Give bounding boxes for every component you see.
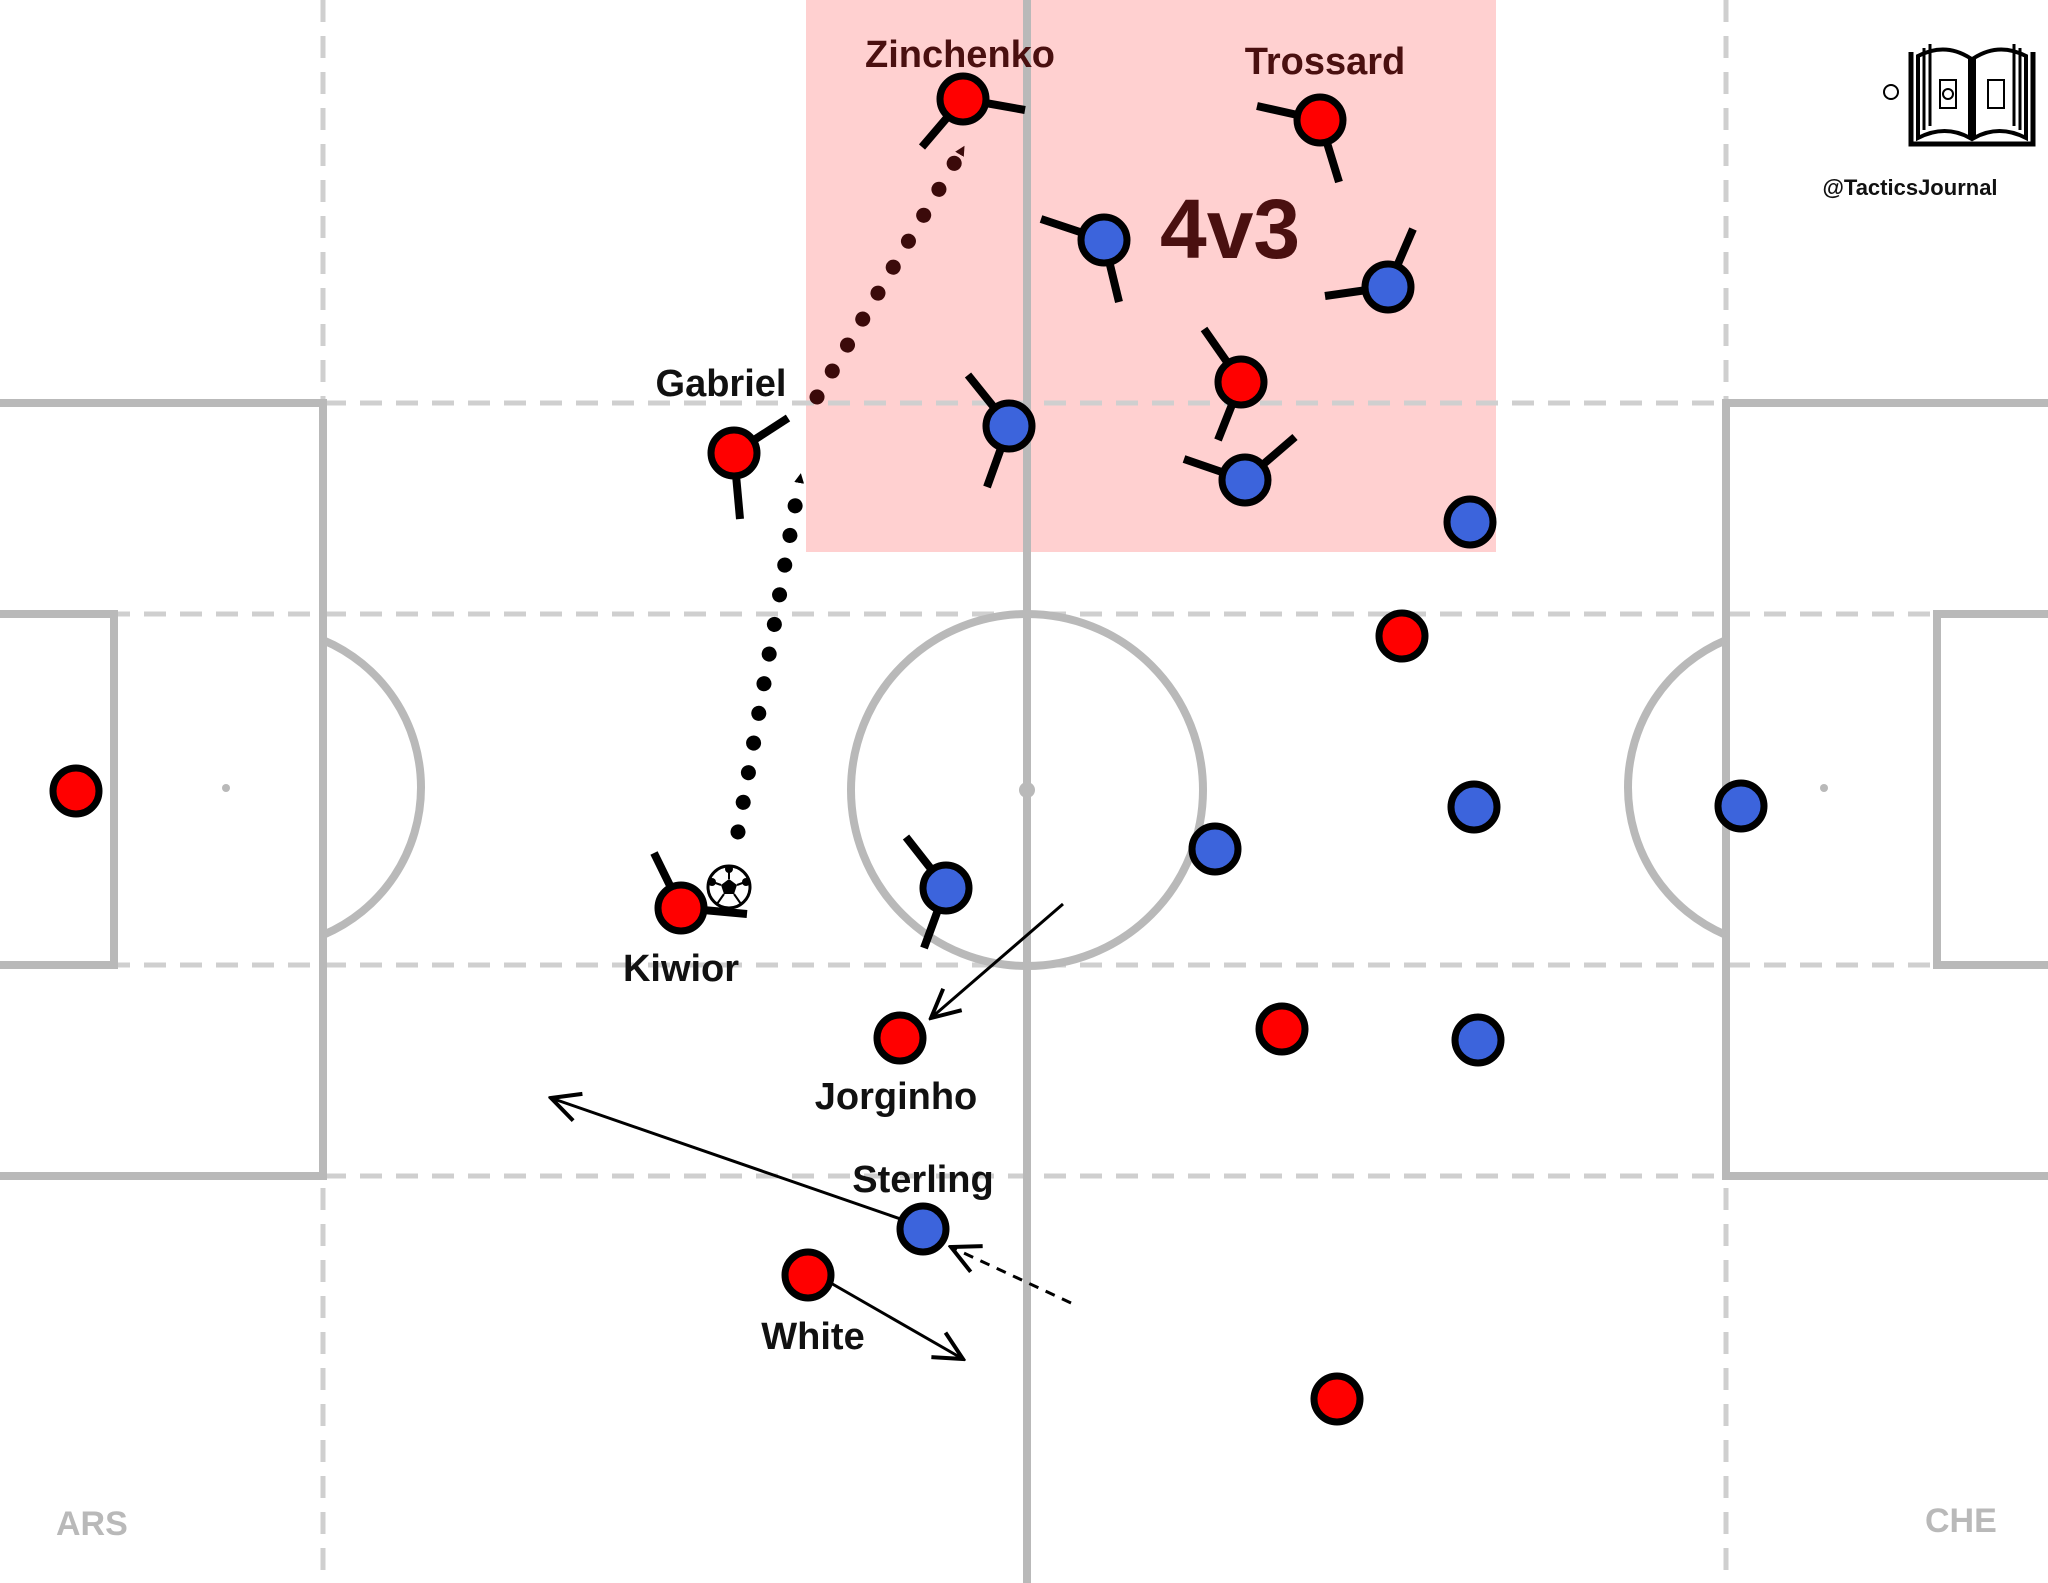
pass-gabriel-to-zinchenko — [809, 142, 970, 405]
left-penalty-spot — [222, 784, 230, 792]
player-ars-goalkeeper — [49, 764, 103, 818]
player-kiwior — [650, 851, 748, 935]
label-kiwior: Kiwior — [623, 948, 739, 990]
players — [49, 72, 1768, 1426]
player-blue-zone-1 — [1039, 213, 1131, 303]
centre-circle — [847, 610, 1207, 970]
pass-kiwior-to-gabriel — [730, 470, 808, 840]
team-label-right: CHE — [1925, 1502, 1997, 1540]
label-sterling: Sterling — [852, 1159, 993, 1201]
right-penalty-arc — [1624, 636, 1728, 939]
player-red-right-1 — [1375, 609, 1429, 663]
right-penalty-spot — [1820, 784, 1828, 792]
player-trossard — [1256, 93, 1347, 184]
label-gabriel: Gabriel — [656, 363, 787, 405]
sterling-marking-arrow — [951, 1247, 1072, 1305]
player-blue-zone-2 — [1324, 227, 1417, 314]
player-red-zone — [1200, 326, 1268, 442]
player-zinchenko — [918, 72, 1026, 150]
label-trossard: Trossard — [1245, 41, 1406, 83]
white-run-arrow — [828, 1280, 963, 1359]
player-blue-midfield — [902, 834, 973, 950]
team-label-left: ARS — [56, 1505, 128, 1543]
player-blue-right-mid — [1447, 780, 1501, 834]
player-red-bottom — [1310, 1372, 1364, 1426]
ball-icon — [706, 864, 752, 910]
label-zinchenko: Zinchenko — [865, 34, 1055, 76]
sterling-run-arrow — [551, 1098, 916, 1226]
player-white — [781, 1248, 835, 1302]
right-penalty-box — [1722, 399, 2048, 1180]
player-blue-zone-3 — [964, 372, 1036, 489]
left-six-yard-box — [0, 610, 118, 969]
player-blue-lower-right — [1451, 1013, 1505, 1067]
jorginho-press-arrow — [931, 902, 1064, 1018]
player-jorginho — [873, 1011, 927, 1065]
label-jorginho: Jorginho — [815, 1076, 978, 1118]
player-red-right-2 — [1255, 1002, 1309, 1056]
left-penalty-box — [0, 399, 327, 1180]
player-gabriel — [707, 414, 791, 520]
book-logo-icon — [1883, 44, 2036, 147]
left-penalty-arc — [321, 636, 425, 939]
player-che-goalkeeper — [1714, 779, 1768, 833]
right-six-yard-box — [1933, 610, 2048, 969]
player-blue-zone-4 — [1182, 433, 1298, 507]
player-sterling — [896, 1202, 950, 1256]
player-blue-centre-right — [1188, 822, 1242, 876]
overload-label: 4v3 — [1160, 182, 1300, 276]
label-white: White — [761, 1316, 864, 1358]
player-blue-box-edge — [1443, 495, 1497, 549]
credit-handle: @TacticsJournal — [1822, 175, 1997, 200]
centre-spot — [1019, 782, 1035, 798]
